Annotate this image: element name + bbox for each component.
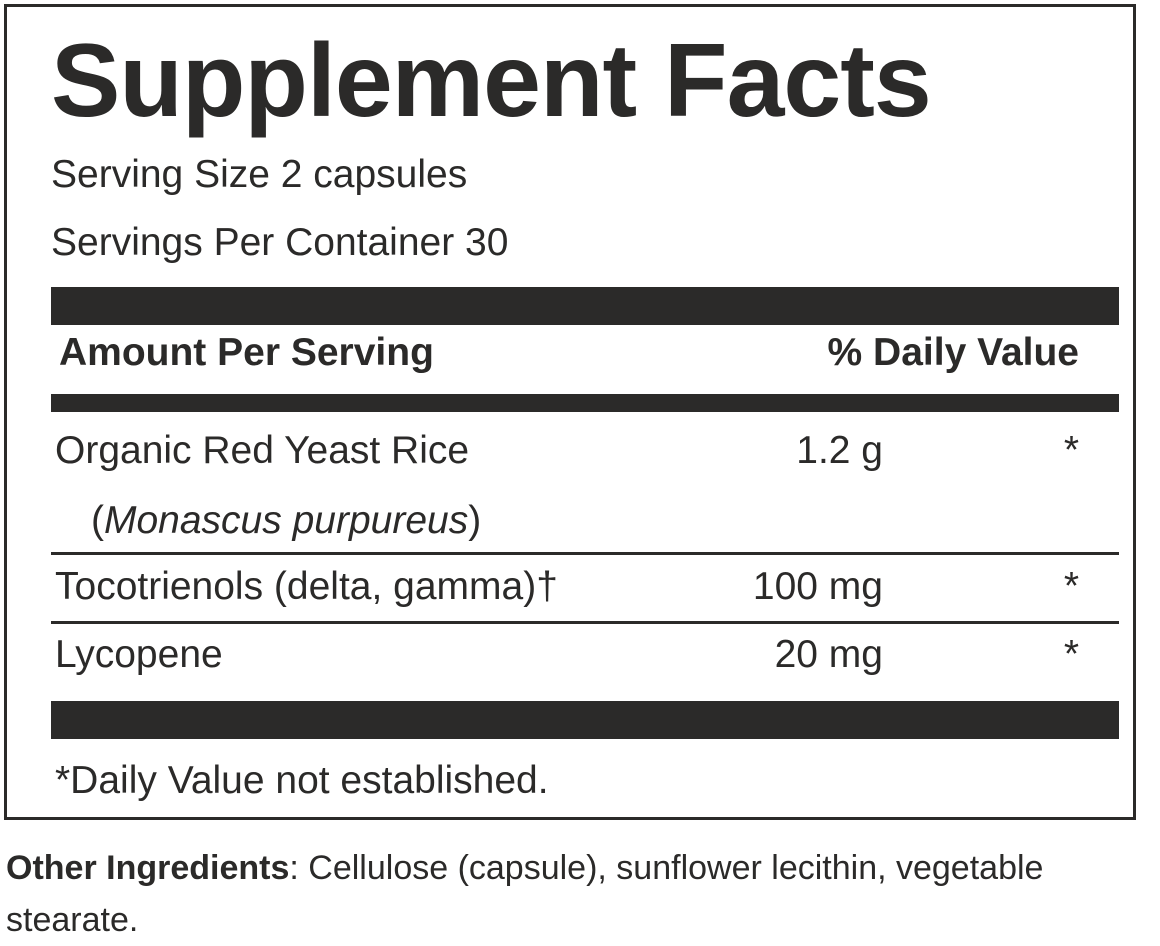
daily-value-header: % Daily Value: [827, 331, 1079, 374]
thick-divider-top: [51, 287, 1119, 325]
nutrient-latin-name: (Monascus purpureus): [91, 499, 482, 542]
servings-per-container: Servings Per Container 30: [51, 221, 509, 264]
daily-value-mark: *: [1063, 633, 1079, 676]
latin-name-italic: Monascus purpureus: [104, 499, 469, 542]
amount-per-serving-header: Amount Per Serving: [59, 331, 434, 374]
other-ingredients-separator: :: [289, 849, 309, 887]
nutrient-name: Tocotrienols (delta, gamma)†: [55, 565, 558, 608]
supplement-facts-panel: Supplement Facts Serving Size 2 capsules…: [4, 4, 1136, 820]
nutrient-name: Lycopene: [55, 633, 223, 676]
daily-value-mark: *: [1063, 565, 1079, 608]
nutrient-amount: 20 mg: [774, 633, 883, 676]
medium-divider: [51, 394, 1119, 412]
nutrient-name: Organic Red Yeast Rice: [55, 429, 470, 472]
daily-value-mark: *: [1063, 429, 1079, 472]
panel-title: Supplement Facts: [51, 23, 932, 139]
nutrient-amount: 1.2 g: [796, 429, 883, 472]
daily-value-footnote: *Daily Value not established.: [55, 759, 549, 802]
other-ingredients-text: Cellulose (capsule), sunflower lecithin,…: [6, 849, 1044, 939]
serving-size: Serving Size 2 capsules: [51, 153, 468, 196]
nutrient-amount: 100 mg: [752, 565, 883, 608]
row-divider: [51, 552, 1119, 555]
row-divider: [51, 621, 1119, 624]
other-ingredients-label: Other Ingredients: [6, 849, 290, 887]
other-ingredients: Other Ingredients: Cellulose (capsule), …: [6, 842, 1146, 946]
thick-divider-bottom: [51, 701, 1119, 739]
